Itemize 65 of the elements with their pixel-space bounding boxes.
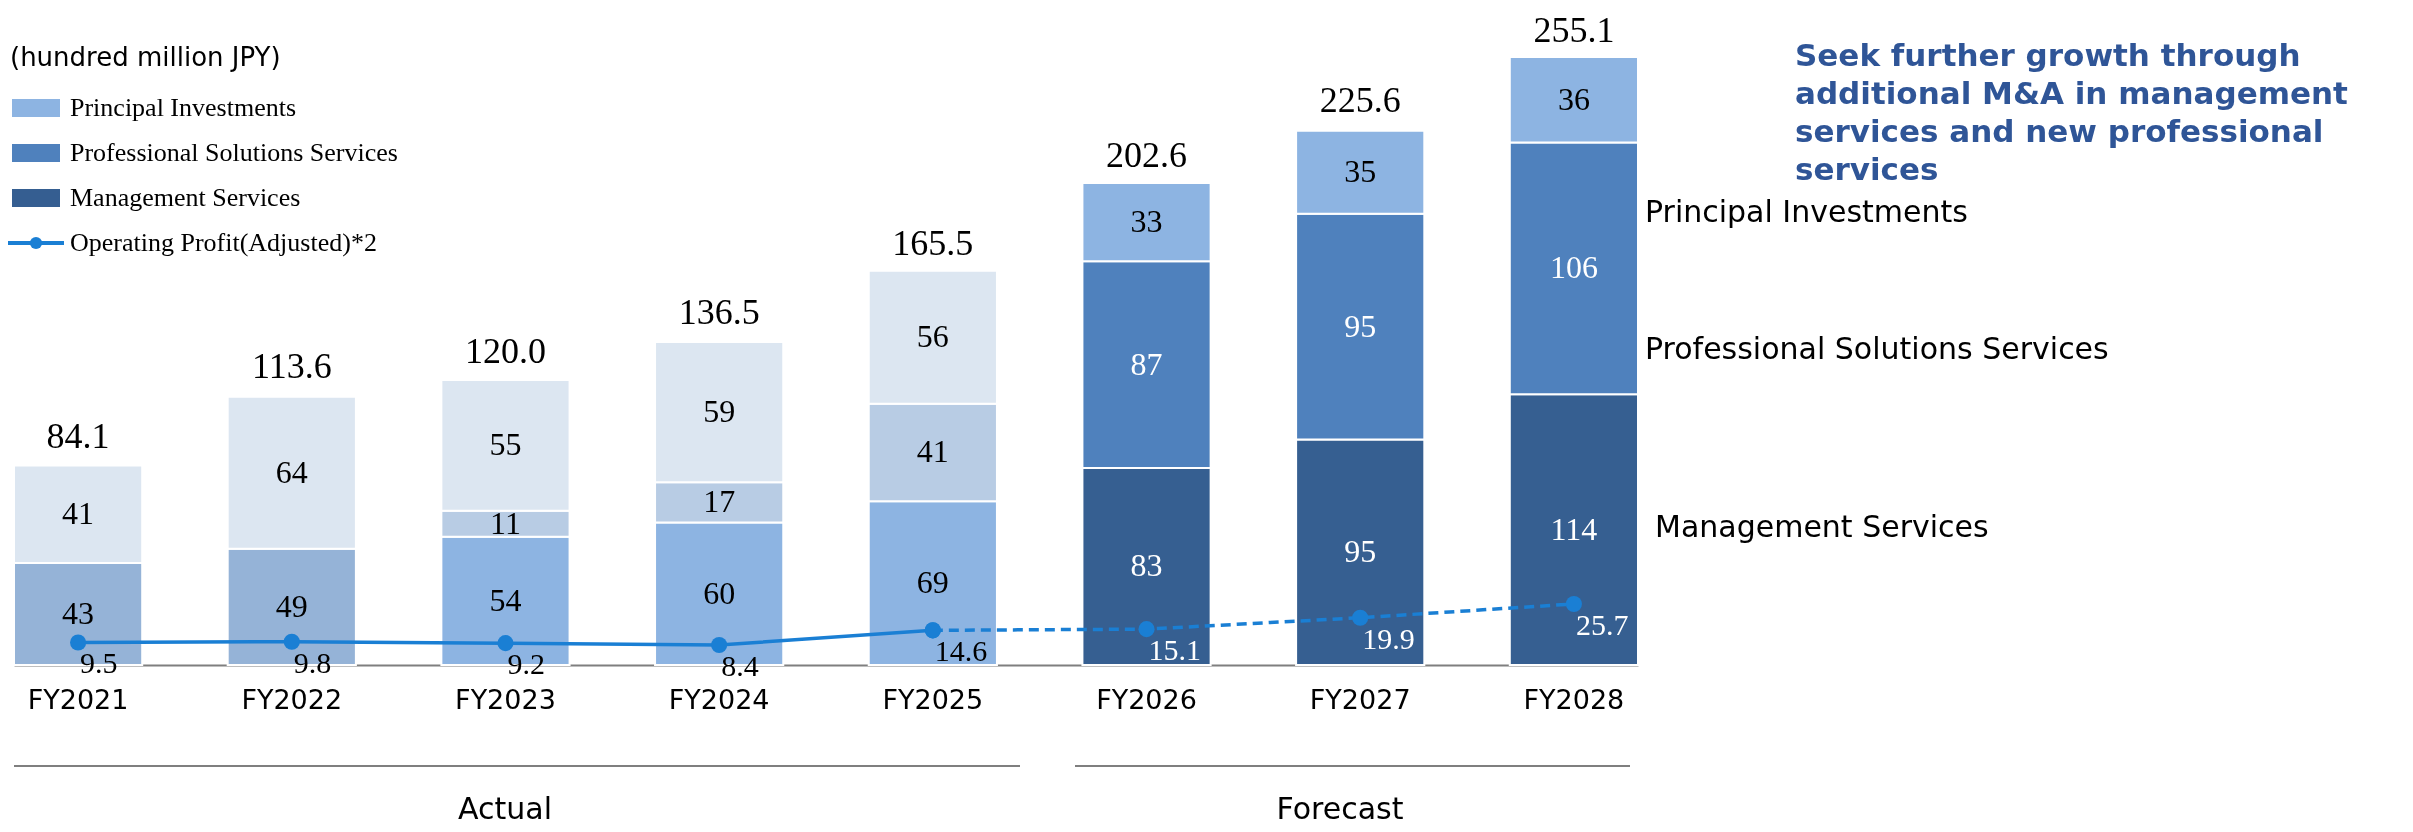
annotation: 202.6: [1106, 134, 1188, 175]
annotation: 255.1: [1533, 10, 1615, 51]
data-label: 83: [1130, 547, 1163, 584]
legend-label: Operating Profit(Adjusted)*2: [70, 228, 377, 257]
data-label: 25.7: [1575, 607, 1629, 641]
point: [497, 635, 514, 652]
annotation: 113.6: [251, 346, 332, 387]
data-label: 87: [1130, 345, 1163, 382]
point: [70, 634, 87, 651]
annotation: 120.0: [464, 331, 546, 371]
point: [711, 637, 728, 654]
point: [924, 622, 941, 639]
data-label: 95: [1344, 533, 1377, 570]
annotation: 136.5: [678, 291, 760, 332]
point: [1565, 595, 1582, 613]
data-label: 8.4: [721, 649, 759, 683]
data-label: 9.8: [293, 645, 332, 679]
point: [283, 633, 300, 650]
data-label: 14.6: [934, 634, 988, 668]
annotation: 165.5: [892, 222, 974, 263]
annotation: (hundred million JPY): [10, 42, 281, 72]
data-label: 41: [916, 433, 949, 470]
point: [1352, 609, 1369, 626]
point: [1138, 621, 1155, 638]
data-label: 33: [1130, 203, 1163, 240]
text: Management Services: [1655, 509, 1989, 544]
data-label: 106: [1549, 249, 1598, 286]
x-tick-label: FY2025: [882, 683, 984, 715]
data-label: 36: [1557, 80, 1590, 117]
annotation: 225.6: [1319, 80, 1401, 121]
x-tick-label: FY2021: [27, 683, 129, 715]
x-tick-label: FY2022: [241, 683, 343, 715]
text: Seek further growth through additional M&A in management services and new professional services: [1795, 37, 2349, 187]
data-label: 15.1: [1148, 633, 1202, 667]
data-label: 9.5: [80, 646, 118, 680]
x-tick-label: FY2028: [1523, 683, 1625, 715]
data-label: 69: [916, 564, 949, 601]
x-tick-label: FY2027: [1309, 683, 1411, 715]
annotation: 84.1: [46, 416, 110, 457]
data-label: 49: [275, 587, 308, 624]
data-label: 17: [703, 483, 736, 520]
legend-label: Management Services: [70, 183, 301, 212]
text: Actual: [458, 791, 552, 826]
data-label: 59: [703, 393, 736, 430]
data-label: 64: [275, 453, 308, 490]
x-tick-label: FY2024: [668, 683, 770, 715]
x-tick-label: FY2023: [455, 683, 556, 715]
legend-label: Professional Solutions Services: [70, 138, 398, 167]
data-label: 56: [916, 318, 949, 355]
legend-label: Principal Investments: [70, 93, 297, 122]
text: Principal Investments: [1645, 194, 1968, 229]
data-label: 9.2: [507, 647, 545, 681]
data-label: 95: [1344, 307, 1377, 344]
text: Professional Solutions Services: [1645, 331, 2109, 366]
data-label: 55: [489, 426, 522, 463]
data-label: 114: [1550, 510, 1598, 547]
data-label: 54: [489, 581, 522, 618]
data-label: 60: [703, 574, 736, 611]
data-label: 19.9: [1362, 621, 1415, 655]
data-label: 41: [62, 495, 95, 532]
data-label: 11: [490, 504, 521, 541]
data-label: 43: [62, 594, 95, 631]
x-tick-label: FY2026: [1096, 683, 1197, 715]
text: Forecast: [1276, 791, 1404, 826]
data-label: 35: [1344, 153, 1377, 190]
